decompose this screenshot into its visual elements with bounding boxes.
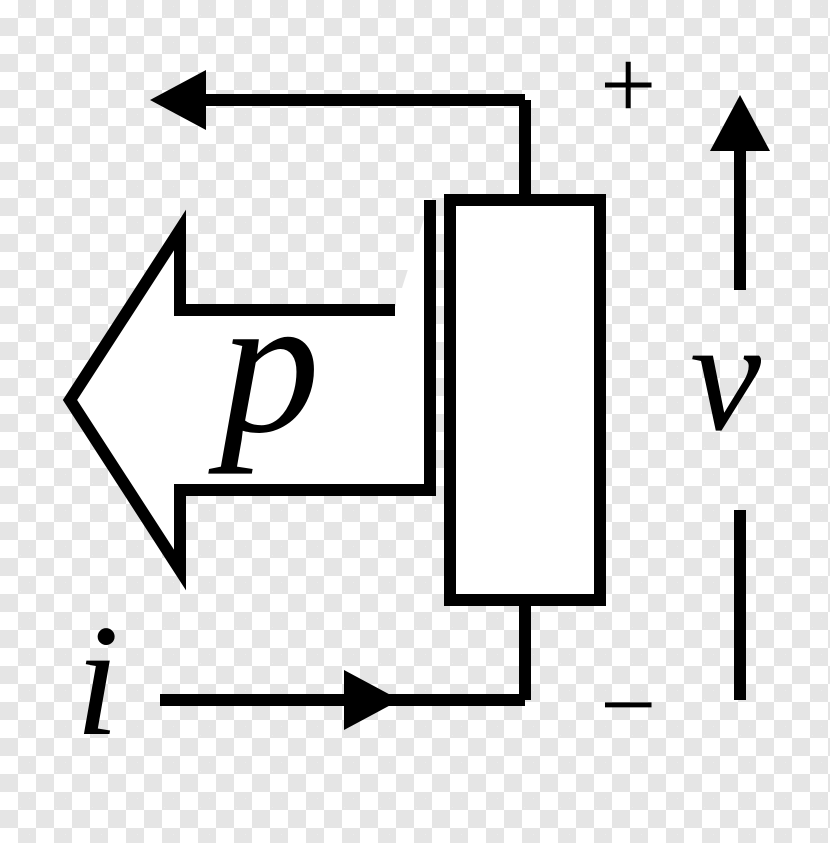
label-i: i	[75, 600, 119, 760]
label-minus: −	[600, 655, 656, 755]
v-arrow-head-icon	[710, 95, 770, 151]
label-v: v	[690, 295, 761, 455]
label-plus: +	[600, 35, 656, 135]
label-p: p	[220, 265, 320, 465]
i-top-arrow-head-icon	[150, 70, 206, 130]
diagram-stage: p i v + −	[0, 0, 830, 843]
resistor-body	[450, 200, 600, 600]
